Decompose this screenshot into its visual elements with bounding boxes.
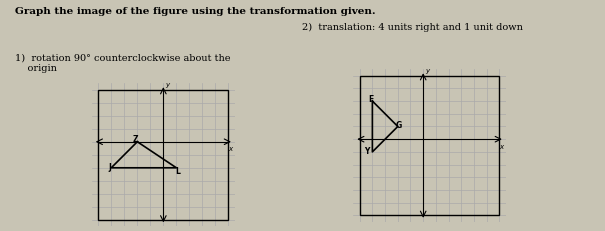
Text: F: F [368, 95, 373, 104]
Text: G: G [396, 121, 402, 130]
Text: 2)  translation: 4 units right and 1 unit down: 2) translation: 4 units right and 1 unit… [302, 23, 523, 32]
Text: J: J [108, 163, 111, 172]
Text: L: L [175, 167, 180, 176]
Text: 1)  rotation 90° counterclockwise about the
    origin: 1) rotation 90° counterclockwise about t… [15, 53, 231, 73]
Text: Graph the image of the figure using the transformation given.: Graph the image of the figure using the … [15, 7, 376, 16]
Text: x: x [228, 146, 232, 152]
Text: Z: Z [132, 135, 138, 144]
Text: Y: Y [365, 147, 370, 156]
Text: y: y [165, 82, 169, 88]
Text: y: y [425, 68, 429, 74]
Text: x: x [499, 144, 503, 150]
